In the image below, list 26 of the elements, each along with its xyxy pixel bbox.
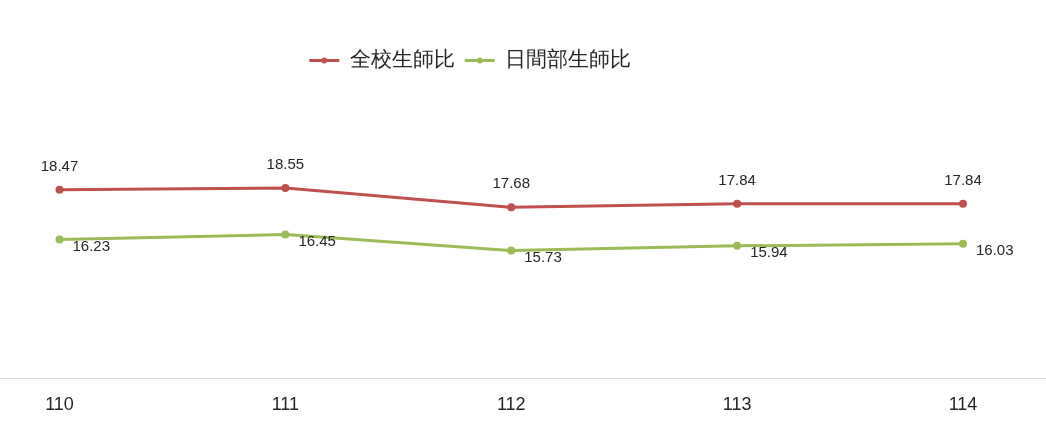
data-label: 16.03: [976, 240, 1014, 258]
point: [281, 230, 290, 239]
point: [281, 184, 290, 192]
x-tick-label: 112: [496, 393, 526, 414]
point: [733, 199, 742, 208]
data-label: 18.55: [266, 155, 305, 173]
legend-label: 日間部生師比: [505, 47, 632, 71]
x-tick-label: 110: [45, 393, 74, 414]
point: [507, 246, 516, 255]
x-tick-label: 113: [722, 393, 752, 414]
legend-label: 全校生師比: [349, 47, 455, 71]
point: [55, 185, 64, 194]
point: [733, 241, 742, 250]
point: [55, 235, 64, 244]
point: [959, 239, 967, 248]
x-tick-label: 114: [948, 393, 978, 414]
x-tick-label: 111: [271, 393, 300, 414]
data-label: 16.23: [72, 236, 111, 254]
data-label: 17.84: [944, 170, 982, 188]
data-label: 15.73: [524, 247, 562, 265]
point: [507, 203, 516, 212]
data-label: 17.84: [718, 170, 756, 188]
data-label: 18.47: [40, 156, 79, 174]
data-label: 15.94: [750, 242, 788, 260]
data-label: 17.68: [492, 174, 531, 192]
point: [959, 199, 967, 208]
